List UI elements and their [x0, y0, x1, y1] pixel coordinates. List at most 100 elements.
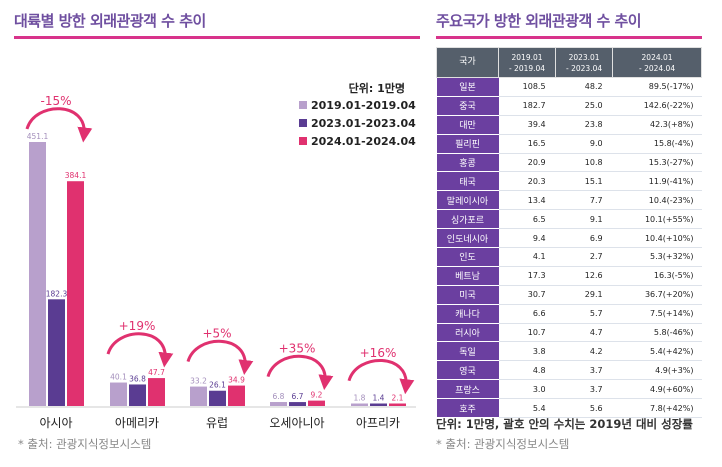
country-name-cell: 중국 [436, 96, 499, 116]
bar-아프리카-2 [389, 403, 406, 406]
bar-유럽-2 [228, 385, 245, 406]
value-cell: 17.3 [498, 266, 556, 286]
bar-value-label: 384.1 [65, 171, 87, 180]
value-cell: 108.5 [498, 77, 556, 97]
value-cell: 10.7 [498, 323, 556, 343]
value-cell: 15.3(-27%) [612, 153, 702, 173]
value-cell: 6.5 [498, 209, 556, 230]
value-cell: 4.1 [498, 247, 556, 267]
table-header-cell: 2019.01- 2019.04 [497, 47, 557, 78]
bar-아메리카-0 [110, 382, 127, 406]
legend-unit-label: 단위: 1만명 [349, 81, 405, 95]
value-cell: 3.7 [555, 360, 613, 381]
left-source-note: * 출처: 관광지식정보시스템 [18, 437, 152, 451]
value-cell: 89.5(-17%) [612, 77, 702, 97]
table-row: 캐나다 6.6 5.7 7.5(+14%) [436, 304, 702, 324]
table-row: 인도 4.1 2.7 5.3(+32%) [436, 247, 702, 267]
table-row: 대만 39.4 23.8 42.3(+8%) [436, 115, 702, 135]
table-unit-note: 단위: 1만명, 괄호 안의 수치는 2019년 대비 성장률 [436, 417, 693, 431]
bar-value-label: 26.1 [209, 381, 226, 390]
table-header-cell: 국가 [436, 47, 499, 78]
country-name-cell: 싱가포르 [436, 209, 499, 230]
country-name-cell: 태국 [436, 171, 499, 192]
table-row: 프랑스 3.0 3.7 4.9(+60%) [436, 379, 702, 400]
value-cell: 5.4(+42%) [612, 341, 702, 362]
value-cell: 5.6 [555, 398, 613, 419]
value-cell: 42.3(+8%) [612, 115, 702, 135]
value-cell: 29.1 [555, 285, 613, 305]
growth-arrow [266, 354, 334, 391]
growth-arrow [25, 107, 93, 143]
bar-value-label: 1.8 [354, 394, 366, 403]
category-label: 아프리카 [356, 416, 400, 430]
bar-아메리카-1 [129, 384, 146, 406]
value-cell: 16.3(-5%) [612, 266, 702, 286]
value-cell: 16.5 [498, 134, 556, 154]
country-name-cell: 베트남 [436, 266, 499, 286]
value-cell: 30.7 [498, 285, 556, 305]
value-cell: 2.7 [555, 247, 613, 267]
bar-오세아니아-2 [308, 400, 325, 406]
value-cell: 4.2 [555, 341, 613, 362]
value-cell: 25.0 [555, 96, 613, 116]
table-header-cell: 2024.01- 2024.04 [612, 47, 702, 78]
bar-value-label: 182.3 [46, 289, 68, 298]
table-header-cell: 2023.01- 2023.04 [555, 47, 614, 78]
legend-swatch [299, 101, 307, 109]
table-row: 태국 20.3 15.1 11.9(-41%) [436, 171, 702, 192]
table-row: 일본 108.5 48.2 89.5(-17%) [436, 77, 702, 97]
value-cell: 9.4 [498, 228, 556, 249]
country-name-cell: 일본 [436, 77, 499, 97]
value-cell: 4.9(+60%) [612, 379, 702, 400]
country-name-cell: 러시아 [436, 323, 499, 343]
bar-유럽-0 [190, 386, 207, 406]
bar-value-label: 9.2 [311, 391, 323, 400]
value-cell: 5.8(-46%) [612, 323, 702, 343]
value-cell: 23.8 [555, 115, 613, 135]
right-source-note: * 출처: 관광지식정보시스템 [436, 437, 570, 451]
bar-value-label: 451.1 [27, 132, 49, 141]
legend-label: 2023.01-2023.04 [311, 117, 416, 130]
country-name-cell: 캐나다 [436, 304, 499, 324]
bar-오세아니아-1 [289, 402, 306, 406]
table-row: 홍콩 20.9 10.8 15.3(-27%) [436, 153, 702, 173]
country-name-cell: 독일 [436, 341, 499, 362]
growth-label: +5% [202, 327, 231, 341]
table-row: 미국 30.7 29.1 36.7(+20%) [436, 285, 702, 305]
value-cell: 7.5(+14%) [612, 304, 702, 324]
bar-아시아-0 [29, 142, 46, 406]
country-stats-table: 국가 2019.01- 2019.04 2023.01- 2023.04 2024.0… [436, 47, 702, 419]
growth-arrow [106, 332, 174, 368]
table-row: 중국 182.7 25.0 142.6(-22%) [436, 96, 702, 116]
value-cell: 6.6 [498, 304, 556, 324]
left-title-underline [14, 36, 420, 39]
table-row: 말레이시아 13.4 7.7 10.4(-23%) [436, 190, 702, 211]
bar-유럽-1 [209, 390, 226, 406]
table-row: 싱가포르 6.5 9.1 10.1(+55%) [436, 209, 702, 230]
value-cell: 142.6(-22%) [612, 96, 702, 116]
bar-value-label: 1.4 [373, 394, 385, 403]
left-panel-title: 대륙별 방한 외래관광객 수 추이 [14, 12, 206, 30]
value-cell: 7.8(+42%) [612, 398, 702, 419]
value-cell: 3.0 [498, 379, 556, 400]
bar-value-label: 47.7 [148, 368, 165, 377]
category-label: 아시아 [39, 416, 72, 430]
country-name-cell: 영국 [436, 360, 499, 381]
value-cell: 10.4(-23%) [612, 190, 702, 211]
bar-value-label: 6.7 [292, 392, 304, 401]
value-cell: 5.4 [498, 398, 556, 419]
value-cell: 4.7 [555, 323, 613, 343]
value-cell: 20.9 [498, 153, 556, 173]
country-name-cell: 인도네시아 [436, 228, 499, 249]
value-cell: 15.1 [555, 171, 613, 192]
value-cell: 5.3(+32%) [612, 247, 702, 267]
growth-label: -15% [40, 94, 71, 108]
value-cell: 6.9 [555, 228, 613, 249]
growth-label: +16% [360, 346, 397, 360]
bar-아메리카-2 [148, 378, 165, 406]
bar-아프리카-1 [370, 403, 387, 406]
country-name-cell: 미국 [436, 285, 499, 305]
value-cell: 39.4 [498, 115, 556, 135]
country-name-cell: 인도 [436, 247, 499, 267]
